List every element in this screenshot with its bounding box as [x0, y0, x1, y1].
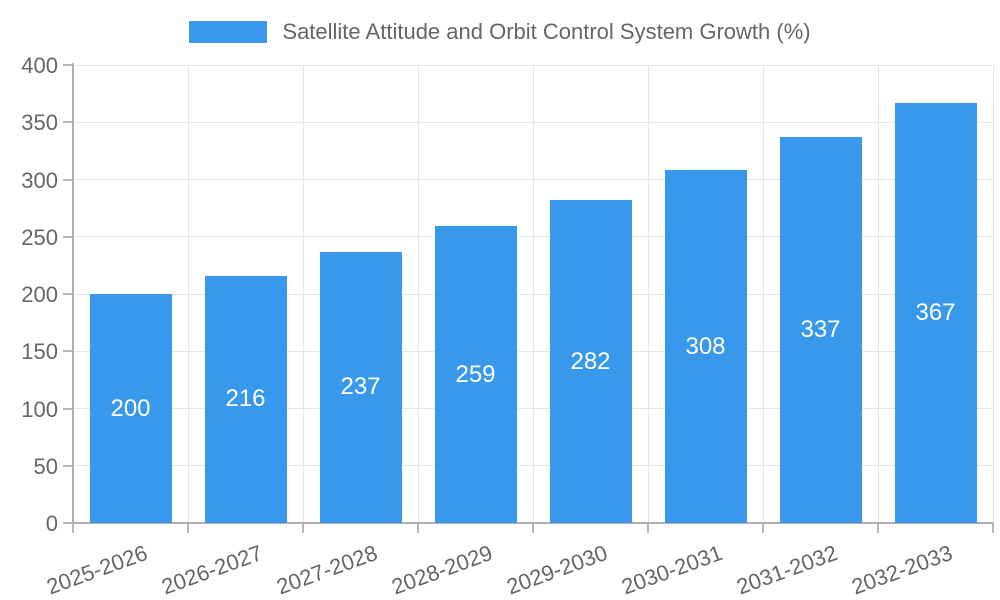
- y-tick: [63, 522, 73, 524]
- bar[interactable]: [894, 102, 977, 523]
- bar-value-label: 200: [110, 394, 151, 422]
- bar-value-label: 282: [570, 347, 611, 375]
- y-tick-label: 350: [21, 110, 58, 136]
- x-tick-label: 2028-2029: [388, 540, 497, 600]
- x-grid-line: [762, 65, 764, 523]
- x-axis-line: [73, 522, 993, 524]
- y-tick-label: 150: [21, 339, 58, 365]
- x-tick-label: 2029-2030: [503, 540, 612, 600]
- legend-swatch[interactable]: [189, 21, 268, 43]
- bar-value-label: 367: [915, 298, 956, 326]
- y-tick-label: 400: [21, 53, 58, 78]
- x-tick: [302, 523, 304, 533]
- bar-value-label: 337: [800, 316, 841, 344]
- x-tick: [647, 523, 649, 533]
- bar[interactable]: [89, 294, 172, 523]
- y-axis-line: [72, 63, 74, 523]
- y-tick-label: 0: [45, 511, 58, 536]
- legend-label: Satellite Attitude and Orbit Control Sys…: [282, 19, 811, 44]
- y-tick: [63, 350, 73, 353]
- bar[interactable]: [319, 251, 402, 523]
- x-grid-line: [647, 65, 649, 523]
- y-tick: [63, 293, 73, 295]
- y-tick-label: 300: [21, 167, 58, 193]
- x-grid-line: [877, 65, 879, 523]
- y-tick: [63, 407, 73, 410]
- x-tick-label: 2027-2028: [273, 540, 382, 600]
- y-tick-label: 250: [21, 224, 58, 250]
- bar-value-label: 308: [685, 332, 726, 360]
- x-tick-label: 2026-2027: [158, 540, 267, 600]
- x-grid-line: [417, 65, 419, 523]
- y-tick-label: 50: [33, 453, 58, 479]
- x-tick: [877, 523, 879, 533]
- y-tick: [63, 64, 73, 66]
- y-tick: [63, 464, 73, 467]
- y-tick: [63, 121, 73, 124]
- bar[interactable]: [664, 170, 747, 523]
- y-tick-label: 200: [21, 282, 58, 307]
- chart-legend[interactable]: Satellite Attitude and Orbit Control Sys…: [0, 18, 1000, 46]
- bar-value-label: 216: [225, 385, 266, 413]
- x-grid-line: [302, 65, 304, 523]
- x-tick: [532, 523, 534, 533]
- bar[interactable]: [549, 200, 632, 523]
- x-grid-line: [532, 65, 534, 523]
- bar-value-label: 237: [340, 373, 381, 401]
- y-tick: [63, 178, 73, 181]
- bar[interactable]: [434, 226, 517, 523]
- x-tick: [187, 523, 189, 533]
- x-tick: [417, 523, 419, 533]
- x-tick: [72, 523, 74, 533]
- bar[interactable]: [779, 137, 862, 523]
- x-tick: [762, 523, 764, 533]
- y-tick-label: 100: [21, 396, 58, 422]
- x-tick: [992, 523, 994, 533]
- x-tick-label: 2025-2026: [43, 540, 152, 600]
- bar-value-label: 259: [455, 360, 496, 388]
- y-tick: [63, 235, 73, 238]
- x-tick-label: 2032-2033: [848, 540, 957, 600]
- x-tick-label: 2030-2031: [618, 540, 727, 600]
- x-grid-line: [992, 65, 994, 523]
- bar[interactable]: [204, 275, 287, 523]
- x-tick-label: 2031-2032: [733, 540, 842, 600]
- x-grid-line: [187, 65, 189, 523]
